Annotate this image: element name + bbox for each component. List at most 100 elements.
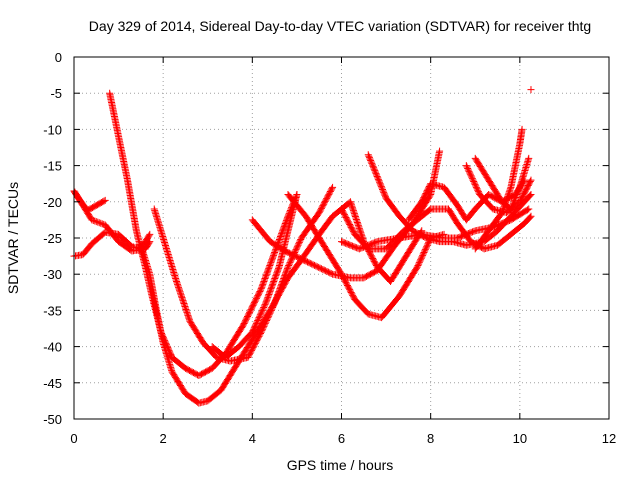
data-point	[508, 202, 516, 210]
data-point	[262, 299, 270, 307]
data-point	[470, 179, 478, 187]
data-point	[423, 243, 431, 251]
x-axis-label: GPS time / hours	[287, 457, 394, 473]
data-point	[257, 330, 265, 338]
data-point	[275, 288, 283, 296]
data-point	[292, 246, 300, 254]
y-tick-label: -10	[43, 122, 62, 137]
data-point	[510, 198, 518, 206]
data-point	[470, 178, 478, 186]
data-point	[368, 159, 376, 167]
data-point	[284, 263, 292, 271]
data-point	[250, 325, 258, 333]
data-point	[282, 267, 290, 275]
data-point	[254, 315, 262, 323]
data-point	[283, 264, 291, 272]
data-point	[280, 273, 288, 281]
y-tick-label: -40	[43, 340, 62, 355]
series-track-p	[471, 125, 526, 253]
data-point	[374, 175, 382, 183]
x-tick-labels: 0 2 4 6 8 10 12	[70, 431, 616, 446]
data-point	[295, 240, 303, 248]
data-point	[275, 264, 283, 272]
data-point	[94, 218, 102, 226]
x-tick-label: 4	[249, 431, 256, 446]
data-point	[257, 309, 265, 317]
y-tick-labels: 0 -5 -10 -15 -20 -25 -30 -35 -40 -45 -50	[43, 50, 62, 427]
data-point	[511, 195, 519, 203]
data-point	[268, 283, 276, 291]
data-point	[271, 299, 279, 307]
data-point	[268, 256, 276, 264]
data-point	[294, 241, 302, 249]
data-point	[269, 279, 277, 287]
data-point	[507, 205, 515, 213]
data-point	[518, 125, 526, 133]
data-point	[463, 163, 471, 171]
grid-lines	[74, 57, 609, 419]
data-point	[100, 197, 108, 205]
data-marks	[70, 86, 535, 407]
data-point	[277, 233, 285, 241]
data-point	[417, 256, 425, 264]
data-point	[275, 237, 283, 245]
data-point	[264, 267, 272, 275]
data-point	[268, 254, 276, 262]
y-tick-label: -15	[43, 159, 62, 174]
data-point	[287, 257, 295, 265]
series-track-l	[338, 205, 535, 253]
data-point	[287, 256, 295, 264]
series-isolated	[527, 86, 535, 94]
data-point	[264, 314, 272, 322]
data-point	[466, 169, 474, 177]
data-point	[259, 280, 267, 288]
data-point	[525, 205, 533, 213]
data-point	[469, 176, 477, 184]
data-point	[413, 263, 421, 271]
data-point	[272, 272, 280, 280]
series-track-i	[284, 191, 448, 322]
data-point	[249, 327, 257, 335]
data-point	[380, 188, 388, 196]
data-point	[267, 306, 275, 314]
data-point	[260, 276, 268, 284]
data-point	[276, 285, 284, 293]
data-point	[89, 216, 97, 224]
data-point	[267, 257, 275, 265]
data-point	[263, 269, 271, 277]
data-point	[415, 260, 423, 268]
data-point	[277, 283, 285, 291]
y-tick-label: -5	[50, 86, 62, 101]
data-point	[262, 318, 270, 326]
data-point	[467, 172, 475, 180]
data-point	[373, 171, 381, 179]
data-point	[504, 192, 512, 200]
x-tick-label: 0	[70, 431, 77, 446]
data-point	[506, 186, 514, 194]
data-point	[275, 286, 283, 294]
data-point	[261, 301, 269, 309]
data-point	[468, 175, 476, 183]
data-point	[269, 253, 277, 261]
data-point	[506, 185, 514, 193]
data-point	[258, 283, 266, 291]
data-point	[261, 275, 269, 283]
data-point	[419, 251, 427, 259]
data-point	[472, 183, 480, 191]
data-point	[376, 180, 384, 188]
data-point	[271, 247, 279, 255]
data-point	[502, 198, 510, 206]
data-point	[264, 293, 272, 301]
data-point	[368, 161, 376, 169]
y-axis-label: SDTVAR / TECUs	[5, 182, 21, 294]
data-point	[254, 317, 262, 325]
data-point	[526, 213, 534, 221]
data-point	[268, 305, 276, 313]
data-point	[472, 182, 480, 190]
data-point	[270, 251, 278, 259]
data-point	[381, 191, 389, 199]
data-point	[256, 311, 264, 319]
data-point	[464, 166, 472, 174]
data-point	[380, 190, 388, 198]
data-point	[509, 201, 517, 209]
